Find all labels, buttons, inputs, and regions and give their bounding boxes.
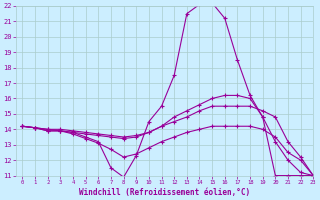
X-axis label: Windchill (Refroidissement éolien,°C): Windchill (Refroidissement éolien,°C)	[79, 188, 250, 197]
